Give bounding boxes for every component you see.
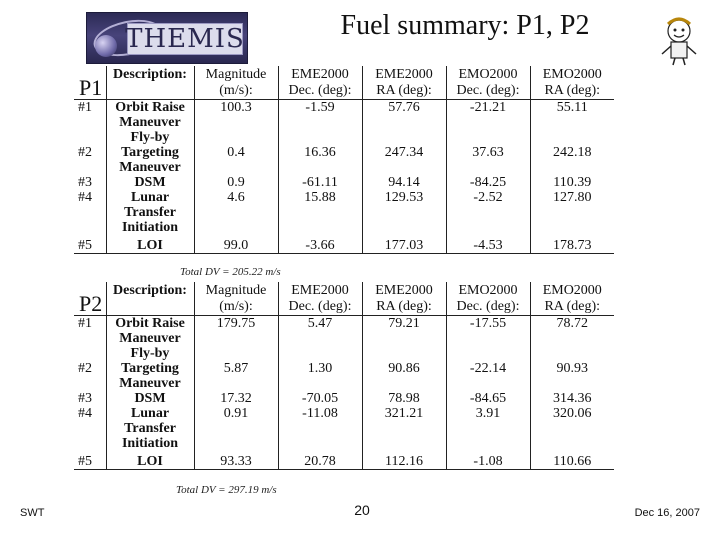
table-row: #5 LOI 93.33 20.78 112.16 -1.08 110.66 [74,451,614,470]
p2-fuel-table: P2 Description: Magnitude (m/s): EME2000 D… [74,282,614,470]
p1-table-block: P1 Description: Magnitude (m/s): EME2000 D… [74,66,614,254]
themis-mascot-icon [661,17,697,66]
header-magnitude: Magnitude (m/s): [194,66,279,100]
table-row: #3 DSM 0.9 -61.11 94.14 -84.25 110.39 [74,175,614,190]
table-header-row: P1 Description: Magnitude (m/s): EME2000 D… [74,66,614,100]
header-eme-ra: EME2000 RA (deg): [362,282,447,316]
planet-icon [95,35,117,57]
p1-total-dv: Total DV = 205.22 m/s [180,266,281,278]
header-description: Description: [106,66,195,100]
page-title: Fuel summary: P1, P2 [340,10,590,41]
header-eme-dec: EME2000 Dec. (deg): [278,282,363,316]
footer-date: Dec 16, 2007 [634,507,700,519]
header-magnitude: Magnitude (m/s): [194,282,279,316]
table-row: #1 Orbit Raise Maneuver 179.75 5.47 79.21… [74,315,614,346]
header-emo-ra: EMO2000 RA (deg): [530,282,614,316]
header-emo-ra: EMO2000 RA (deg): [530,66,614,100]
header-eme-ra: EME2000 RA (deg): [362,66,447,100]
header-emo-dec: EMO2000 Dec. (deg): [446,66,531,100]
plan-label: P2 [74,282,107,316]
themis-logo: THEMIS [86,12,248,64]
table-row: #2 Fly-by Targeting Maneuver 0.4 16.36 247… [74,130,614,175]
p2-total-dv: Total DV = 297.19 m/s [176,484,277,496]
table-header-row: P2 Description: Magnitude (m/s): EME2000 D… [74,282,614,316]
header-eme-dec: EME2000 Dec. (deg): [278,66,363,100]
logo-wordmark: THEMIS [125,23,245,55]
p2-table-block: P2 Description: Magnitude (m/s): EME2000 D… [74,282,614,470]
table-row: #1 Orbit Raise Maneuver 100.3 -1.59 57.76… [74,99,614,130]
footer-left-label: SWT [20,507,45,519]
table-row: #2 Fly-by Targeting Maneuver 5.87 1.30 90.… [74,346,614,391]
table-row: #4 Lunar Transfer Initiation 0.91 -11.08 3… [74,406,614,451]
plan-label: P1 [74,66,107,100]
table-row: #3 DSM 17.32 -70.05 78.98 -84.65 314.36 [74,391,614,406]
table-row: #4 Lunar Transfer Initiation 4.6 15.88 129… [74,190,614,235]
header-description: Description: [106,282,195,316]
p1-fuel-table: P1 Description: Magnitude (m/s): EME2000 D… [74,66,614,254]
page-number: 20 [354,502,370,518]
table-row: #5 LOI 99.0 -3.66 177.03 -4.53 178.73 [74,235,614,254]
header-emo-dec: EMO2000 Dec. (deg): [446,282,531,316]
